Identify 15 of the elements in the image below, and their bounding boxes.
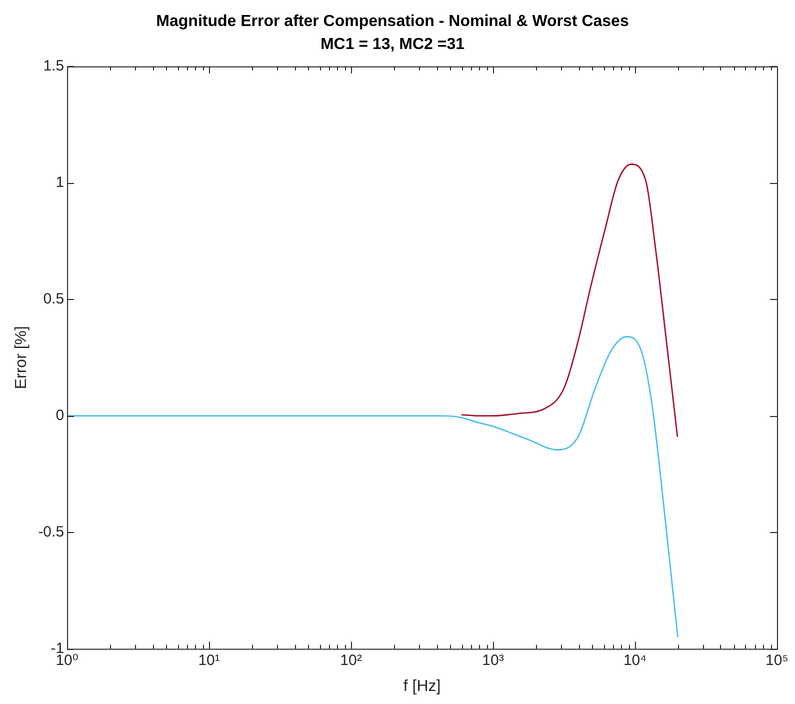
y-tick-label: -0.5 <box>38 523 64 540</box>
y-axis-title: Error [%] <box>13 326 30 390</box>
chart-subtitle: MC1 = 13, MC2 =31 <box>320 36 465 54</box>
y-tick-label: 0 <box>56 406 64 424</box>
x-tick-label: 10⁰ <box>56 652 78 669</box>
y-tick-label: 1 <box>56 174 64 192</box>
x-tick-label: 10² <box>340 652 362 669</box>
x-tick-label: 10⁴ <box>623 652 647 669</box>
x-axis-title: f [Hz] <box>403 678 441 695</box>
y-tick-label: 1.5 <box>43 58 64 75</box>
x-tick-label: 10³ <box>482 652 504 669</box>
x-tick-label: 10¹ <box>198 652 220 669</box>
chart-title: Magnitude Error after Compensation - Nominal & Worst Cases <box>156 13 629 30</box>
y-tick-label: 0.5 <box>43 290 64 308</box>
x-tick-label: 10⁵ <box>766 652 788 669</box>
